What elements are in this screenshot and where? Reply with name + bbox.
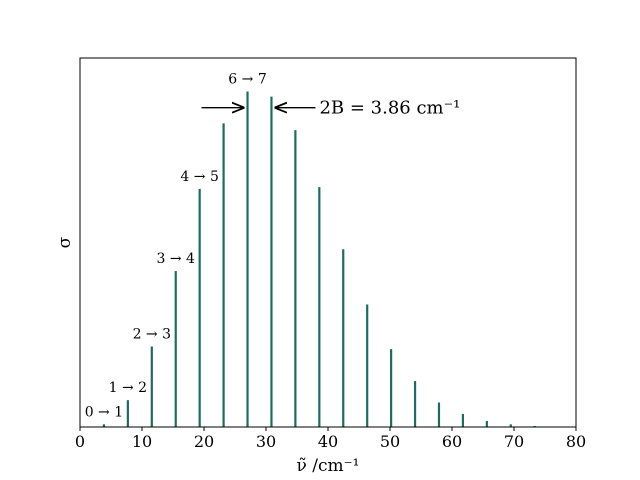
x-tick-label-7: 70 [504, 432, 524, 451]
y-axis-label: σ [55, 236, 75, 248]
transition-label-4: 4 → 5 [180, 169, 218, 185]
transition-label-1: 1 → 2 [109, 380, 147, 396]
x-axis-ticks: 0 10 20 30 40 50 60 70 80 [75, 427, 586, 451]
transition-label-2: 2 → 3 [133, 326, 171, 342]
x-tick-label-6: 60 [442, 432, 462, 451]
x-axis-label: ν̃ /cm⁻¹ [297, 456, 360, 476]
x-tick-label-3: 30 [256, 432, 276, 451]
annotation-text: 2B = 3.86 cm⁻¹ [319, 98, 460, 119]
x-tick-label-8: 80 [566, 432, 586, 451]
transition-label-3: 3 → 4 [157, 251, 196, 267]
x-tick-label-0: 0 [75, 432, 85, 451]
transition-label-0: 0 → 1 [85, 404, 123, 420]
x-tick-label-1: 10 [132, 432, 152, 451]
x-tick-label-4: 40 [318, 432, 338, 451]
transition-labels-group: 0 → 1 1 → 2 2 → 3 3 → 4 4 → 5 6 → 7 [85, 72, 267, 421]
transition-label-5: 6 → 7 [228, 72, 266, 88]
bars-group [102, 91, 536, 427]
x-tick-label-5: 50 [380, 432, 400, 451]
spacing-annotation: 2B = 3.86 cm⁻¹ [201, 98, 460, 119]
x-tick-label-2: 20 [194, 432, 214, 451]
